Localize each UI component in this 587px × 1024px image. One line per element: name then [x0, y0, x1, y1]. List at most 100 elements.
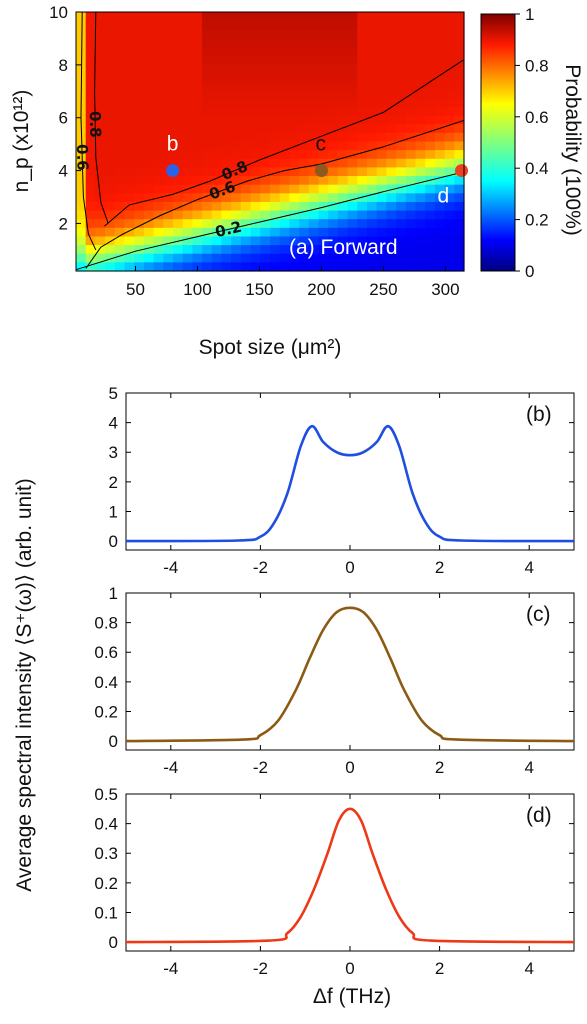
heatmap-cell	[221, 236, 232, 246]
heatmap-cell	[231, 150, 242, 160]
heatmap-cell	[76, 158, 87, 168]
heatmap-cell	[347, 184, 358, 194]
heatmap-cell	[289, 236, 300, 246]
heatmap-cell	[182, 106, 193, 117]
heatmap-cell	[434, 245, 446, 255]
heatmap-cell	[163, 193, 174, 203]
heatmap-cell	[134, 63, 145, 74]
heatmap-cell	[337, 253, 349, 263]
heatmap-cell	[231, 219, 242, 229]
heatmap-cell	[202, 29, 213, 39]
heatmap-cell	[182, 63, 193, 74]
heatmap-cell	[163, 89, 174, 99]
heatmap-cell	[231, 124, 242, 134]
heatmap-cell	[240, 115, 252, 125]
heatmap-cell	[105, 132, 116, 143]
heatmap-cell	[454, 158, 465, 168]
heatmap-cell	[134, 20, 145, 30]
heatmap-cell	[85, 132, 96, 143]
heatmap-cell	[308, 210, 320, 220]
heatmap-cell	[240, 124, 252, 134]
heatmap-cell	[289, 219, 300, 229]
heatmap-cell	[95, 63, 106, 74]
heatmap-cell	[95, 253, 106, 263]
heatmap-cell	[376, 253, 387, 263]
heatmap-cell	[299, 72, 310, 82]
heatmap-cell	[386, 106, 397, 117]
contour-line	[80, 11, 97, 251]
heatmap-cell	[386, 72, 397, 82]
heatmap-cell	[405, 124, 417, 134]
heatmap-cell	[425, 46, 436, 56]
heatmap-cell	[328, 167, 339, 177]
heatmap-cell	[279, 124, 290, 134]
heatmap-cell	[347, 46, 358, 56]
heatmap-cell	[153, 55, 164, 65]
heatmap-cell	[221, 176, 232, 186]
heatmap-cell	[299, 20, 310, 30]
heatmap-cell	[289, 132, 300, 143]
heatmap-cell	[173, 55, 184, 65]
heatmap-cell	[337, 219, 349, 229]
heatmap-cell	[357, 63, 368, 74]
heatmap-cell	[347, 201, 358, 212]
heatmap-cell	[396, 253, 407, 263]
heatmap-cell	[328, 210, 339, 220]
heatmap-cell	[240, 262, 252, 272]
heatmap-cell	[289, 210, 300, 220]
heatmap-cell	[270, 219, 281, 229]
heatmap-cell	[367, 158, 378, 168]
x-tick-label: -4	[163, 959, 178, 978]
heatmap-x-label: Spot size (μm²)	[199, 336, 342, 359]
heatmap-cell	[357, 150, 368, 160]
heatmap-cell	[260, 227, 271, 238]
heatmap-cell	[405, 150, 417, 160]
heatmap-cell	[221, 201, 232, 212]
heatmap-cell	[85, 20, 96, 30]
heatmap-cell	[95, 55, 106, 65]
heatmap-cell	[308, 12, 320, 22]
y-tick-label: 0.4	[94, 673, 118, 692]
heatmap-cell	[182, 253, 193, 263]
heatmap-cell	[299, 193, 310, 203]
heatmap-cell	[143, 193, 155, 203]
heatmap-cell	[85, 115, 96, 125]
heatmap-cell	[114, 227, 126, 238]
heatmap-cell	[376, 201, 387, 212]
heatmap-cell	[308, 106, 320, 117]
heatmap-cell	[124, 167, 135, 177]
heatmap-cell	[211, 132, 223, 143]
plot-frame	[125, 793, 575, 952]
heatmap-cell	[376, 227, 387, 238]
heatmap-cell	[444, 98, 455, 108]
heatmap-cell	[124, 29, 135, 39]
heatmap-cell	[444, 141, 455, 151]
heatmap-cell	[347, 193, 358, 203]
heatmap-cell	[289, 150, 300, 160]
heatmap-cell	[299, 210, 310, 220]
heatmap-cell	[124, 55, 135, 65]
heatmap-cell	[163, 201, 174, 212]
heatmap-cell	[386, 236, 397, 246]
colorbar: 0 0.2 0.4 0.6 0.8 1 Probability (100%)	[480, 5, 584, 281]
heatmap-cell	[270, 167, 281, 177]
heatmap-cell	[328, 201, 339, 212]
heatmap-cell	[444, 158, 455, 168]
heatmap-cell	[299, 89, 310, 99]
heatmap-cell	[124, 115, 135, 125]
heatmap-cell	[308, 193, 320, 203]
heatmap-cell	[173, 37, 184, 48]
heatmap-cell	[454, 253, 465, 263]
heatmap-cell	[134, 262, 145, 272]
heatmap-cell	[153, 227, 164, 238]
heatmap-cell	[454, 141, 465, 151]
y-tick-label: 3	[109, 443, 118, 462]
heatmap-cell	[85, 106, 96, 117]
heatmap-cell	[173, 89, 184, 99]
heatmap-cell	[415, 81, 426, 91]
heatmap-cell	[328, 81, 339, 91]
heatmap-cell	[134, 132, 145, 143]
heatmap-cell	[143, 150, 155, 160]
x-tick-label: 0	[345, 558, 354, 577]
